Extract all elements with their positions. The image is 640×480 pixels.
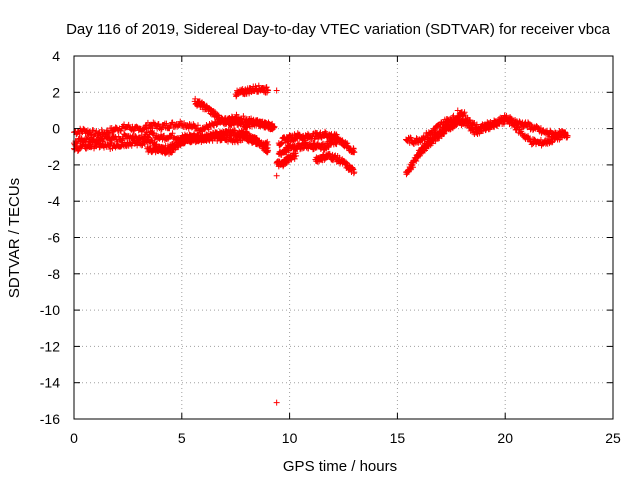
y-tick-label: 2 (52, 84, 60, 100)
data-point-band-1 (240, 113, 247, 120)
data-point-band-12 (407, 134, 414, 141)
data-point-band-13 (508, 116, 515, 123)
data-point-band-13 (440, 130, 447, 137)
x-tick-label: 0 (70, 430, 78, 446)
data-point-band-2 (115, 133, 122, 140)
y-tick-label: -4 (48, 193, 61, 209)
data-point-band-13 (504, 114, 511, 121)
data-point-band-3 (138, 142, 145, 149)
data-point-band-4 (232, 127, 239, 134)
y-tick-label: -12 (40, 338, 60, 354)
axis-ticks (73, 55, 614, 420)
x-tick-label: 25 (605, 430, 621, 446)
data-point-band-13 (428, 140, 435, 147)
data-point-band-1 (163, 120, 170, 127)
data-point-band-13 (451, 123, 458, 130)
data-point-band-6 (265, 87, 272, 94)
y-tick-labels: -16 -14 -12 -10 -8 -6 -4 -2 0 2 4 (40, 48, 60, 427)
data-points (71, 82, 571, 406)
data-point-band-4 (168, 149, 175, 156)
data-point-band-7 (351, 149, 358, 156)
data-point-band-1 (210, 122, 217, 129)
data-point-band-13 (422, 145, 429, 152)
data-point-band-1 (158, 125, 165, 132)
data-point-band-12 (525, 120, 532, 127)
data-point-band-6 (263, 84, 270, 91)
data-point-band-13 (467, 117, 474, 124)
x-tick-label: 20 (497, 430, 513, 446)
data-point-band-1 (90, 127, 97, 134)
chart-title: Day 116 of 2019, Sidereal Day-to-day VTE… (66, 21, 610, 38)
data-point-band-10 (351, 169, 358, 176)
data-point-band-3 (141, 141, 148, 148)
data-point-band-3 (128, 142, 135, 149)
x-tick-label: 15 (390, 430, 406, 446)
y-tick-label: -10 (40, 302, 60, 318)
data-point-band-11 (409, 164, 416, 171)
data-point-band-13 (454, 117, 461, 124)
data-point-band-9 (293, 152, 300, 159)
data-point-band-1 (205, 126, 212, 133)
y-tick-label: -16 (40, 411, 60, 427)
data-point-band-9 (291, 155, 298, 162)
data-point-band-13 (514, 122, 521, 129)
data-point-band-13 (549, 139, 556, 146)
data-point-band-5 (269, 123, 276, 130)
data-point-band-3 (87, 144, 94, 151)
data-point-band-4 (265, 147, 272, 154)
data-point-band-11 (413, 158, 420, 165)
data-point-band-1 (130, 127, 137, 134)
data-point-outliers (273, 399, 280, 406)
data-point-band-13 (473, 121, 480, 128)
data-point-band-1 (158, 126, 165, 133)
data-point-band-13 (441, 130, 448, 137)
data-point-band-2 (264, 138, 271, 145)
y-tick-label: 0 (52, 121, 60, 137)
data-point-band-2 (84, 134, 91, 141)
data-point-band-13 (423, 145, 430, 152)
data-point-band-2 (169, 130, 176, 137)
data-point-outliers (273, 172, 280, 179)
y-axis-title: SDTVAR / TECUs (6, 178, 23, 298)
data-point-band-13 (453, 118, 460, 125)
data-point-band-1 (125, 121, 132, 128)
data-point-band-13 (432, 138, 439, 145)
data-point-band-2 (132, 133, 139, 140)
y-tick-label: -6 (48, 230, 61, 246)
data-point-band-8 (334, 138, 341, 145)
data-point-band-13 (450, 121, 457, 128)
data-point-band-8 (325, 143, 332, 150)
data-point-outliers (273, 87, 280, 94)
x-tick-label: 10 (282, 430, 298, 446)
data-point-band-13 (562, 131, 569, 138)
x-tick-labels: 0 5 10 15 20 25 (70, 430, 621, 446)
y-tick-label: 4 (52, 48, 60, 64)
y-tick-label: -2 (48, 157, 61, 173)
data-point-band-13 (435, 133, 442, 140)
data-point-outliers (454, 107, 461, 114)
data-point-band-13 (461, 109, 468, 116)
x-tick-label: 5 (178, 430, 186, 446)
x-axis-title: GPS time / hours (283, 458, 397, 475)
y-tick-label: -8 (48, 266, 61, 282)
y-tick-label: -14 (40, 375, 60, 391)
data-point-band-3 (108, 139, 115, 146)
data-point-band-1 (194, 122, 201, 129)
data-point-band-1 (166, 125, 173, 132)
data-point-band-2 (164, 136, 171, 143)
